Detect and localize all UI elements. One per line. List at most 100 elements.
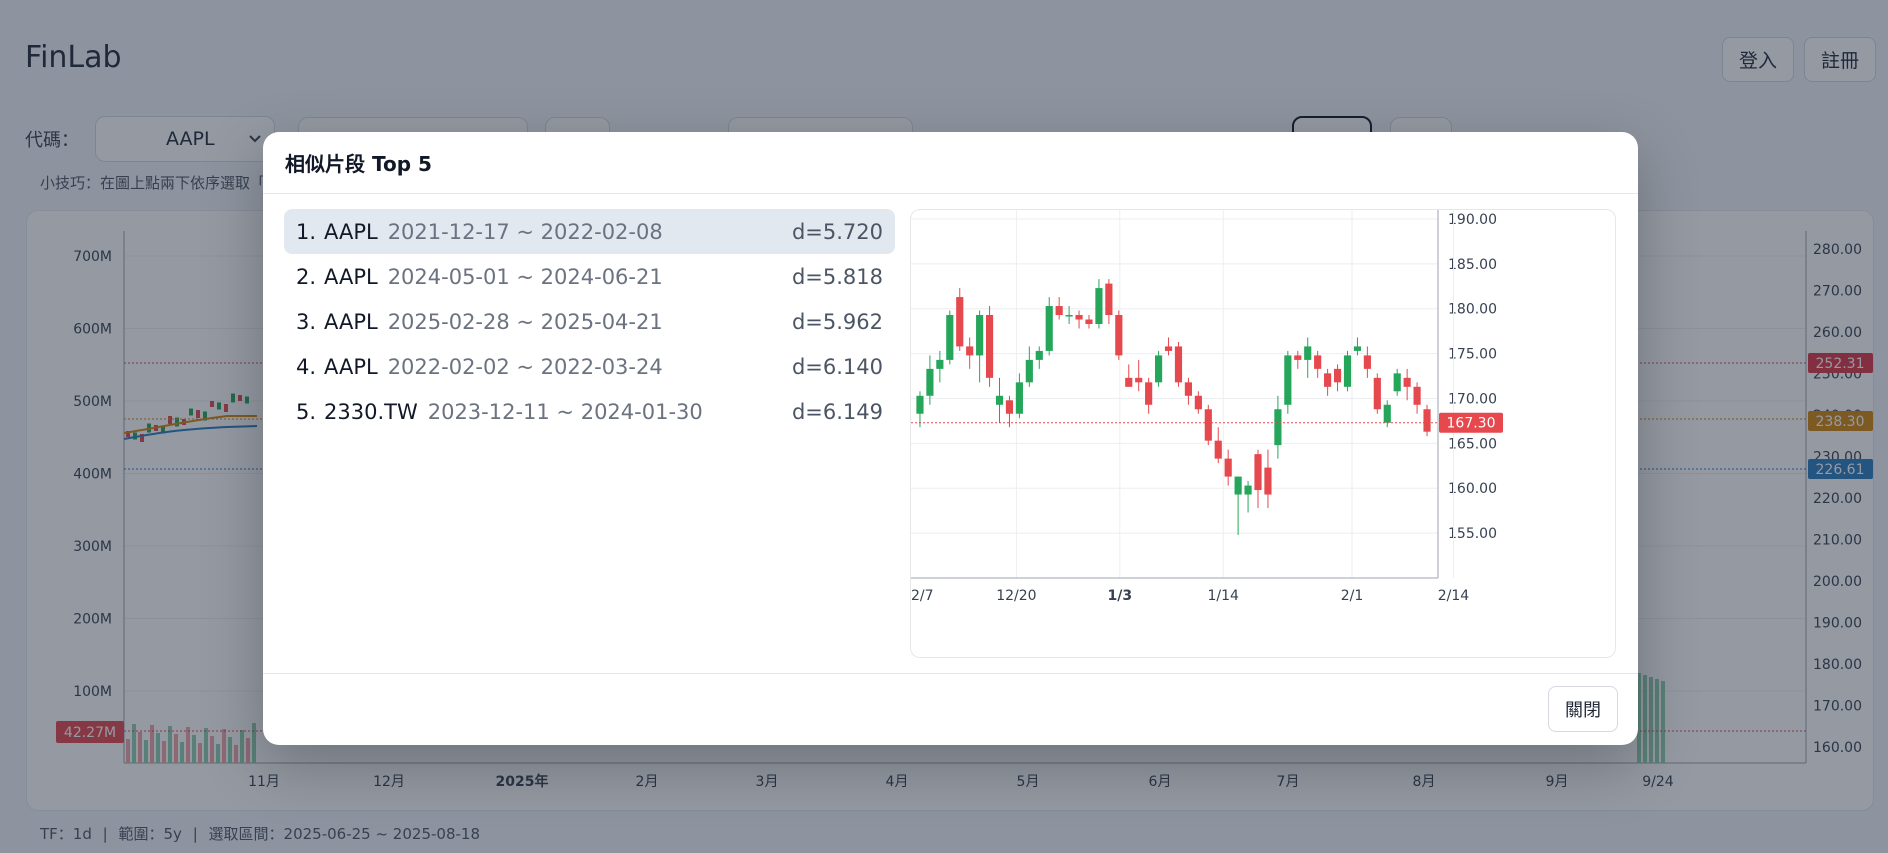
candle-body	[1324, 373, 1332, 387]
x-tick-label: 2/1	[1341, 588, 1364, 604]
candle-body	[1304, 346, 1312, 360]
list-item[interactable]: 1. AAPL 2021-12-17 ~ 2022-02-08 d=5.720	[284, 209, 895, 254]
price-tick-label: 180.00	[1813, 657, 1862, 673]
candle	[1403, 368, 1411, 401]
candle-body	[1224, 458, 1232, 477]
volume-tick-label: 400M	[73, 467, 112, 483]
result-distance: d=5.720	[791, 219, 883, 244]
candle-body	[946, 315, 954, 360]
y-tick-label: 155.00	[1448, 526, 1497, 542]
last-price-badge	[1439, 412, 1503, 433]
auth-buttons: 登入 註冊	[1721, 37, 1876, 82]
symbol-select[interactable]: AAPL	[95, 116, 275, 162]
volume-bar	[198, 743, 202, 763]
login-button[interactable]: 登入	[1721, 37, 1794, 82]
candle-body	[1373, 377, 1381, 410]
volume-tick-label: 100M	[73, 684, 112, 700]
x-tick-label: 2025年	[496, 773, 549, 790]
candle	[1085, 315, 1093, 329]
candle	[1155, 350, 1163, 387]
candle-body	[1085, 319, 1093, 324]
candle	[1353, 337, 1362, 356]
status-line: TF：1d | 範圍：5y | 選取區間：2025-06-25 ~ 2025-0…	[40, 823, 486, 844]
volume-tick-label: 300M	[73, 539, 112, 555]
volume-bar	[240, 730, 244, 763]
candle	[1343, 350, 1352, 392]
candle-body	[1095, 288, 1103, 324]
volume-bar	[132, 724, 136, 763]
candle	[1145, 377, 1153, 414]
volume-bar	[222, 729, 226, 763]
tip-text: 小技巧：在圖上點兩下依序選取「	[40, 174, 266, 192]
candle-body	[1105, 283, 1113, 316]
candle-body	[1194, 395, 1202, 410]
candle-body	[1333, 368, 1342, 383]
register-button[interactable]: 註冊	[1803, 37, 1876, 82]
candle-body	[926, 368, 934, 396]
candle	[1015, 373, 1023, 419]
candle	[1234, 476, 1242, 535]
volume-bar	[180, 742, 184, 763]
candle	[1105, 279, 1113, 324]
price-badge	[1808, 353, 1873, 373]
volume-bar	[174, 734, 178, 763]
candle	[1055, 297, 1063, 320]
price-badge	[1808, 411, 1873, 431]
candle	[976, 310, 984, 383]
y-tick-label: 160.00	[1448, 481, 1497, 497]
candle	[1045, 297, 1053, 356]
result-date-range: 2022-02-02 ~ 2022-03-24	[387, 354, 663, 379]
candle	[1324, 368, 1332, 396]
close-button[interactable]: 關閉	[1548, 686, 1618, 732]
candle-body	[1135, 377, 1143, 383]
y-tick-label: 180.00	[1448, 302, 1497, 318]
volume-bar	[144, 740, 148, 763]
price-tick-label: 160.00	[1813, 740, 1862, 756]
candle-body	[1055, 306, 1063, 316]
candle-body	[1393, 373, 1401, 392]
candle-body	[1155, 355, 1163, 383]
candle-body	[1413, 386, 1421, 405]
range-text: 範圍：5y	[118, 825, 182, 843]
candle	[966, 337, 974, 369]
candle	[1244, 481, 1252, 513]
candle	[1373, 373, 1381, 414]
code-label: 代碼：	[25, 130, 79, 151]
result-rank: 1.	[296, 219, 317, 244]
candle	[1115, 310, 1123, 360]
candle-body	[1005, 400, 1014, 414]
list-item[interactable]: 4. AAPL 2022-02-02 ~ 2022-03-24 d=6.140	[284, 344, 895, 389]
candle-body	[217, 402, 221, 410]
price-tick-label: 220.00	[1813, 491, 1862, 507]
volume-bar	[156, 733, 160, 763]
candle-body	[231, 393, 235, 403]
x-tick-label: 9/24	[1642, 774, 1674, 790]
candle	[1413, 382, 1421, 414]
candle-body	[956, 297, 964, 347]
candle-body	[189, 408, 193, 416]
list-item[interactable]: 5. 2330.TW 2023-12-11 ~ 2024-01-30 d=6.1…	[284, 389, 895, 434]
candle	[1214, 427, 1222, 464]
candle	[1254, 449, 1262, 508]
candle-body	[1353, 346, 1362, 351]
candle	[1164, 337, 1173, 356]
candle	[1065, 306, 1073, 324]
candle-body	[203, 411, 207, 421]
candle-body	[1204, 409, 1212, 441]
x-tick-label: 2/14	[1438, 588, 1470, 604]
price-badge-label: 252.31	[1816, 356, 1865, 372]
preview-candlestick-chart[interactable]: 190.00 185.00 180.00 175.00 170.00 165.00 160.…	[911, 210, 1616, 658]
candle-body	[1254, 454, 1262, 491]
y-tick-label: 170.00	[1448, 391, 1497, 407]
preview-chart-panel[interactable]: 190.00 185.00 180.00 175.00 170.00 165.00 160.…	[910, 209, 1616, 658]
separator: |	[192, 825, 198, 843]
candle	[1174, 341, 1183, 387]
candle	[936, 350, 944, 383]
candle-body	[175, 417, 179, 427]
result-distance: d=6.140	[791, 354, 883, 379]
list-item[interactable]: 2. AAPL 2024-05-01 ~ 2024-06-21 d=5.818	[284, 254, 895, 299]
list-item[interactable]: 3. AAPL 2025-02-28 ~ 2025-04-21 d=5.962	[284, 299, 895, 344]
candle-body	[1314, 355, 1322, 369]
candle	[1264, 449, 1272, 508]
price-tick-label: 270.00	[1813, 284, 1862, 300]
